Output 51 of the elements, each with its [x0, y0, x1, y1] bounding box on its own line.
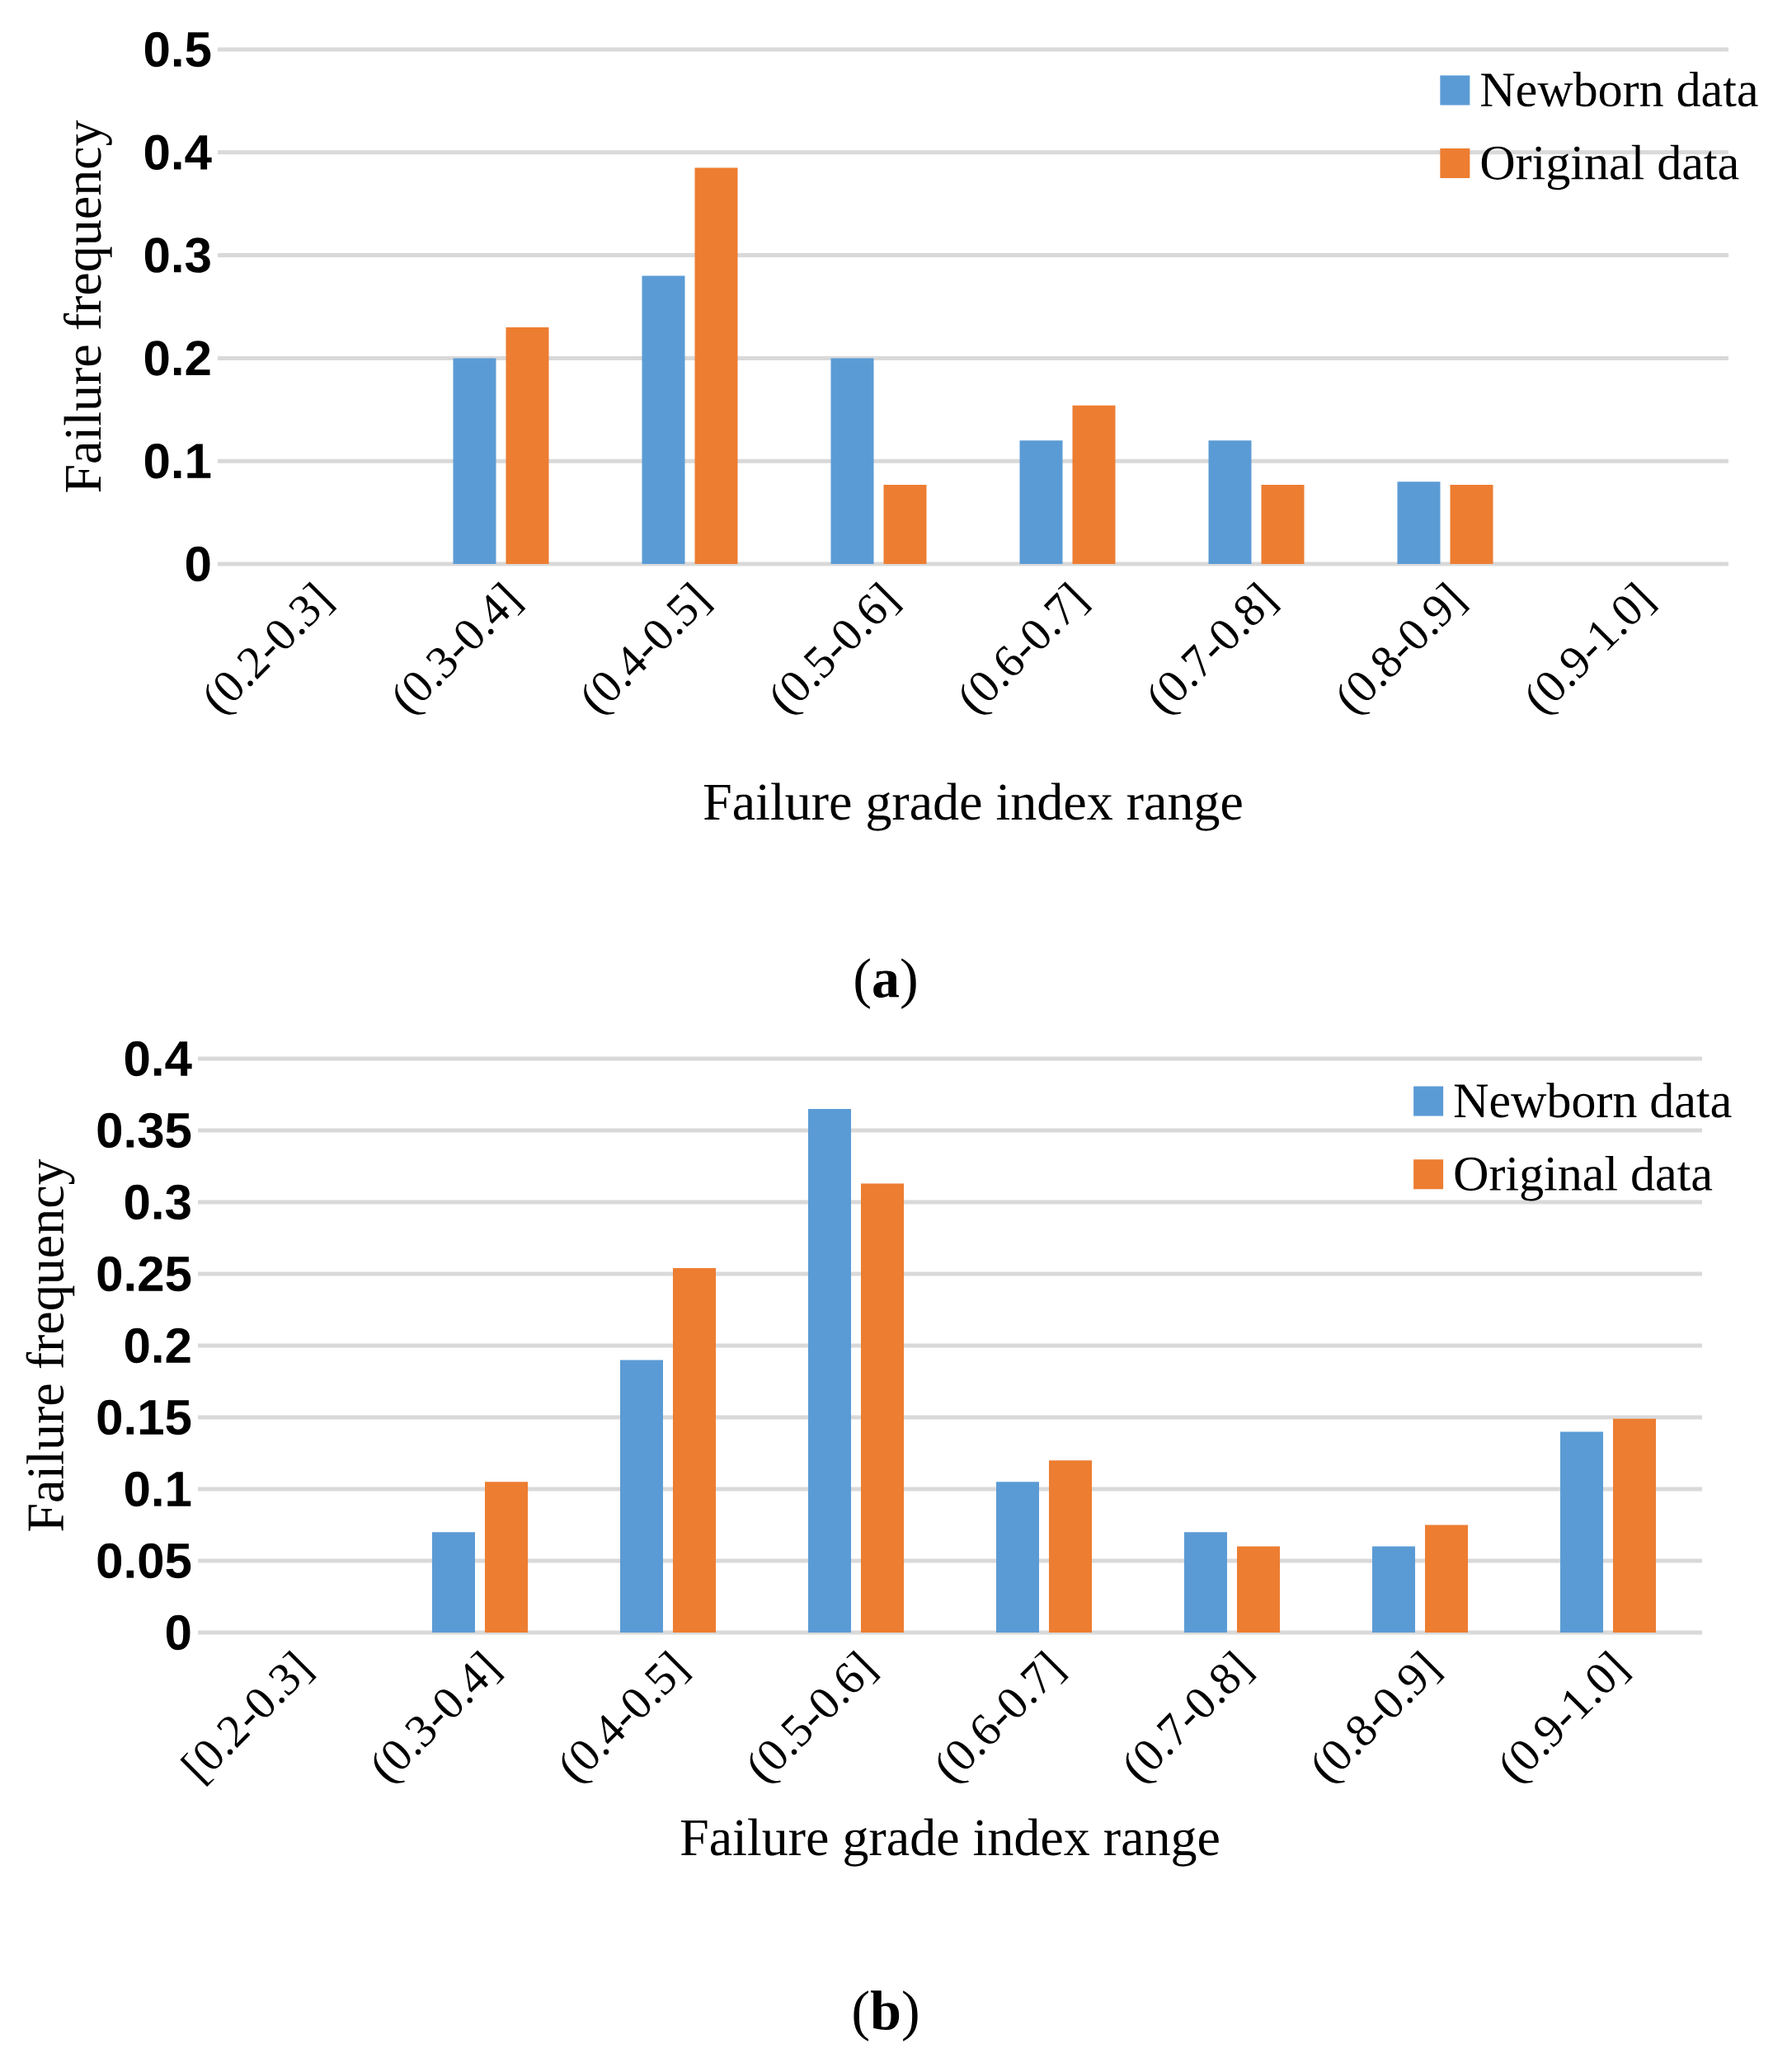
bar: [1049, 1460, 1093, 1633]
y-axis-title: Failure frequency: [63, 120, 112, 492]
bar: [1450, 484, 1493, 564]
y-tick-label: 0.4: [144, 134, 212, 171]
bar: [1208, 440, 1252, 564]
bar: [620, 1360, 663, 1633]
legend-label: Newborn data: [1481, 72, 1758, 107]
bar: [996, 1482, 1040, 1633]
y-tick-label: 0.2: [144, 341, 210, 376]
bar: [1072, 405, 1116, 564]
y-tick-label: 0.35: [97, 1112, 191, 1149]
y-tick-label: 0.3: [144, 237, 210, 273]
y-tick-label: 0: [166, 1614, 190, 1651]
bar: [1397, 482, 1441, 564]
bar: [1560, 1431, 1604, 1633]
text: (b): [854, 1990, 918, 2041]
bar: [883, 484, 927, 564]
y-tick-label: 0.4: [125, 1041, 192, 1077]
bar: [1372, 1546, 1416, 1633]
bar: [1184, 1532, 1228, 1633]
y-tick-label: 0.1: [144, 443, 211, 479]
bar: [1425, 1525, 1469, 1633]
legend-label: Original data: [1481, 144, 1739, 190]
y-tick-label: 0.25: [97, 1256, 191, 1292]
bar: [485, 1482, 529, 1633]
text: (a): [855, 958, 916, 1009]
bar: [694, 167, 738, 564]
y-tick-label: 0: [186, 546, 210, 582]
y-tick-label: 0.3: [125, 1184, 190, 1220]
bar: [673, 1268, 717, 1633]
legend-label: Original data: [1455, 1155, 1713, 1201]
bar: [642, 275, 685, 564]
bar: [506, 327, 549, 564]
bar: [861, 1183, 904, 1633]
bar: [453, 358, 496, 564]
x-axis-title: Failure grade index range: [681, 1818, 1219, 1867]
y-tick-label: 0.5: [144, 31, 211, 68]
bar: [1261, 484, 1305, 564]
bar: [1613, 1418, 1657, 1633]
y-tick-label: 0.15: [97, 1399, 191, 1435]
y-axis-title: Failure frequency: [26, 1158, 75, 1531]
bar: [432, 1532, 475, 1633]
bar: [808, 1108, 852, 1633]
y-tick-label: 0.05: [97, 1543, 191, 1579]
bar: [1019, 440, 1063, 564]
y-tick-label: 0.1: [125, 1471, 191, 1507]
bar: [1237, 1546, 1281, 1633]
legend-label: Newborn data: [1454, 1083, 1732, 1118]
x-axis-title: Failure grade index range: [703, 782, 1242, 831]
y-tick-label: 0.2: [125, 1327, 190, 1364]
bar: [830, 358, 874, 564]
